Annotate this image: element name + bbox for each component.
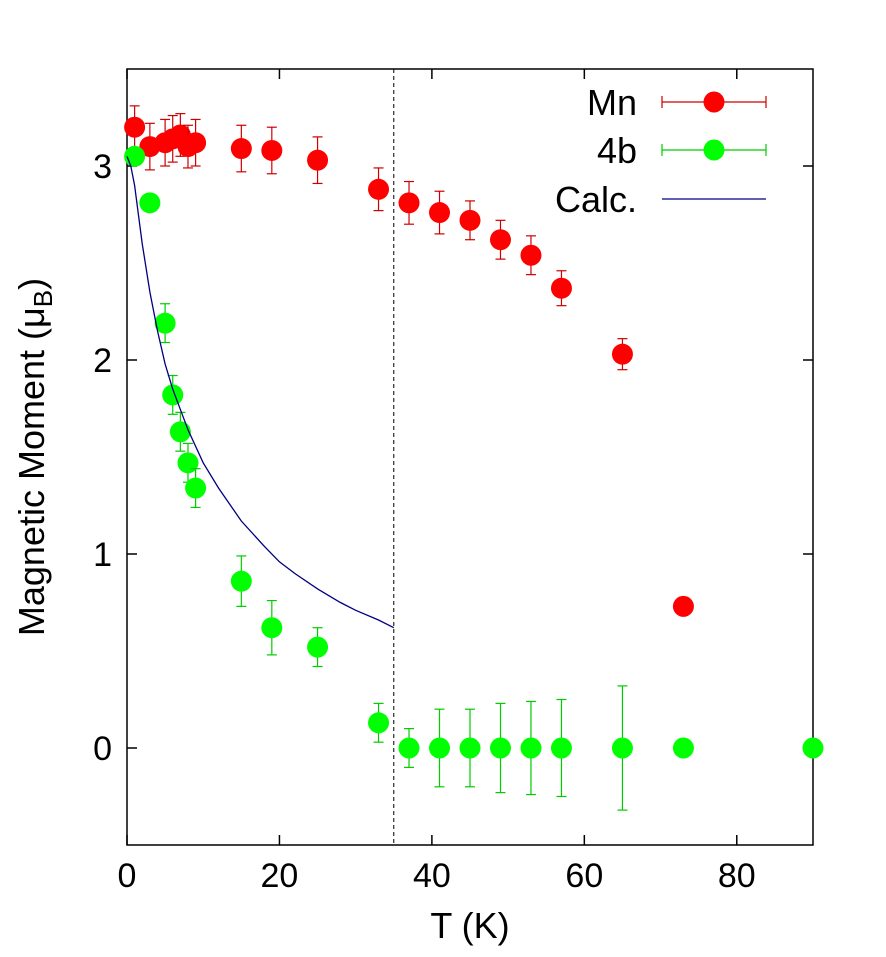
series-calc xyxy=(126,156,395,629)
x-axis-label: T (K) xyxy=(430,905,509,946)
series-calc-line xyxy=(126,156,395,629)
legend: Mn 4b Calc. xyxy=(555,82,767,220)
mn-point xyxy=(398,192,420,214)
mn-point xyxy=(672,595,694,617)
y-tick-label: 1 xyxy=(93,536,112,574)
y-axis-label-main: Magnetic Moment (μ xyxy=(11,307,52,636)
mn-point xyxy=(429,202,451,224)
mn-point xyxy=(611,343,633,365)
mn-point xyxy=(124,116,146,138)
legend-label-mn: Mn xyxy=(587,82,637,123)
4b-point xyxy=(611,737,633,759)
mn-point xyxy=(550,277,572,299)
mn-point xyxy=(520,244,542,266)
y-tick-label: 2 xyxy=(93,342,112,380)
y-axis-label-close: ) xyxy=(11,278,52,290)
series-4b xyxy=(124,145,824,811)
x-tick-label: 40 xyxy=(413,857,451,895)
mn-point xyxy=(261,139,283,161)
4b-point xyxy=(169,421,191,443)
plot-frame xyxy=(126,68,814,846)
4b-point xyxy=(307,636,329,658)
4b-point xyxy=(672,737,694,759)
y-axis-label: Magnetic Moment (μB) xyxy=(11,278,58,636)
legend-marker-mn xyxy=(703,91,725,113)
4b-point xyxy=(429,737,451,759)
mn-point xyxy=(489,229,511,251)
4b-point xyxy=(154,312,176,334)
mn-point xyxy=(185,132,207,154)
x-tick-label: 20 xyxy=(261,857,299,895)
y-axis-label-sub: B xyxy=(28,290,58,307)
legend-label-4b: 4b xyxy=(597,130,637,171)
y-tick-label: 0 xyxy=(93,730,112,768)
4b-point xyxy=(398,737,420,759)
x-tick-label: 80 xyxy=(718,857,756,895)
y-tick-label: 3 xyxy=(93,148,112,186)
mn-point xyxy=(368,178,390,200)
4b-point xyxy=(230,570,252,592)
4b-point xyxy=(550,737,572,759)
4b-point xyxy=(139,192,161,214)
axis-tick-labels: 0 20 40 60 80 0 1 2 3 xyxy=(93,148,756,895)
4b-point xyxy=(368,712,390,734)
4b-point xyxy=(185,477,207,499)
4b-point xyxy=(459,737,481,759)
series-layer xyxy=(124,105,824,811)
x-tick-label: 60 xyxy=(565,857,603,895)
mn-point xyxy=(307,149,329,171)
4b-point xyxy=(261,617,283,639)
legend-label-calc: Calc. xyxy=(555,179,637,220)
legend-marker-4b xyxy=(703,139,725,161)
mn-point xyxy=(459,209,481,231)
4b-point xyxy=(489,737,511,759)
x-tick-label: 0 xyxy=(118,857,137,895)
mn-point xyxy=(230,138,252,160)
4b-point xyxy=(802,737,824,759)
4b-point xyxy=(520,737,542,759)
4b-point xyxy=(162,384,184,406)
